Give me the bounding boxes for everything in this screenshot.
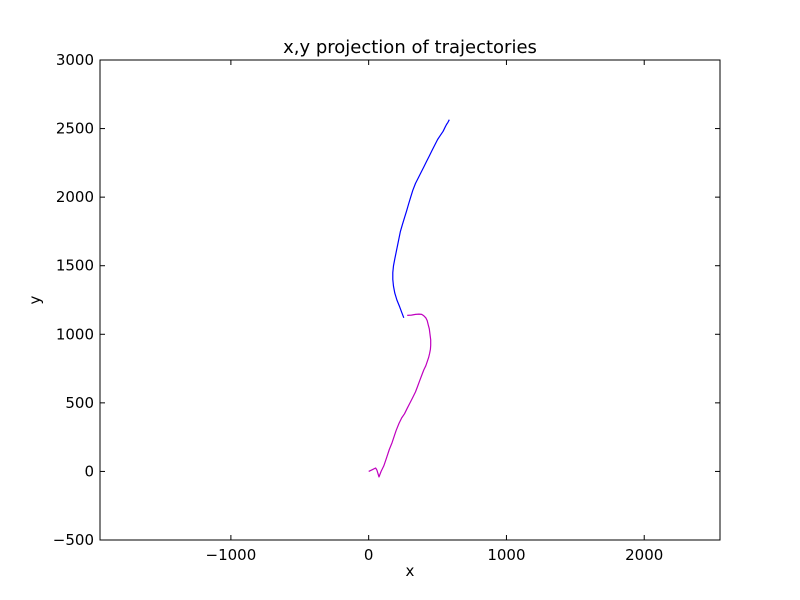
plot-background [100, 60, 720, 540]
y-tick-label: −500 [53, 531, 94, 549]
y-tick-label: 3000 [56, 51, 94, 69]
y-tick-label: 0 [84, 462, 94, 480]
plot-frame [99, 59, 721, 541]
x-axis-title: x [406, 562, 415, 580]
y-tick-label: 2500 [56, 120, 94, 138]
chart-title: x,y projection of trajectories [283, 37, 537, 58]
tick-layer: −1000 0 1000 2000 −500 0 500 1000 1500 2000 2500 30… [53, 51, 720, 564]
x-tick-label: 0 [364, 546, 374, 564]
trajectory-line-1 [368, 313, 432, 478]
x-tick-label: −1000 [206, 546, 257, 564]
series-layer [368, 119, 450, 478]
x-tick-label: 2000 [625, 546, 663, 564]
y-tick-label: 500 [65, 394, 94, 412]
trajectory-line-2 [392, 119, 450, 319]
y-tick-label: 2000 [56, 188, 94, 206]
y-tick-label: 1000 [56, 325, 94, 343]
y-axis-title: y [26, 295, 44, 304]
y-tick-label: 1500 [56, 257, 94, 275]
x-tick-label: 1000 [487, 546, 525, 564]
